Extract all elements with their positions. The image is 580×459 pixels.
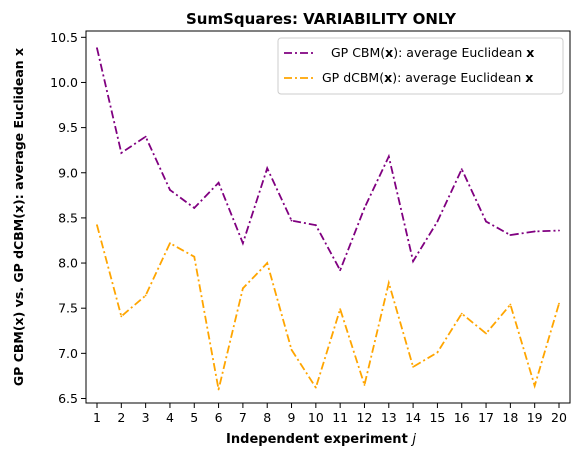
data-point	[96, 224, 98, 227]
data-point	[387, 155, 390, 158]
y-tick-label: 10.5	[50, 30, 78, 45]
data-point	[266, 167, 269, 170]
legend-entry-gp-cbm-prefix: GP CBM(	[331, 45, 385, 60]
legend: GP CBM(x): average Euclidean x GP dCBM(x…	[277, 37, 564, 95]
data-point	[96, 47, 98, 50]
x-tick-label: 19	[527, 410, 543, 425]
y-tick-label: 8.0	[58, 256, 78, 271]
data-point	[193, 255, 196, 258]
data-point	[533, 230, 536, 233]
data-point	[533, 384, 536, 387]
data-point	[144, 135, 147, 138]
legend-entry-gp-dcbm-prefix: GP dCBM(	[322, 70, 384, 85]
data-point	[363, 207, 366, 209]
x-tick-label: 9	[288, 410, 296, 425]
data-point	[558, 302, 560, 305]
x-tick-label: 4	[166, 410, 174, 425]
x-tick-label: 15	[429, 410, 445, 425]
x-tick-label: 14	[405, 410, 421, 425]
y-axis-label: GP CBM(x) vs. GP dCBM(x): average Euclid…	[11, 48, 26, 386]
data-point	[217, 181, 220, 184]
x-tick-label: 10	[308, 410, 324, 425]
data-point	[290, 219, 293, 222]
data-point	[120, 151, 123, 154]
x-axis: 1 2 3 4 5 6 7 8 9 10 11 12 13 14 15 16 17 18 19 20	[93, 403, 567, 425]
data-point	[241, 287, 244, 290]
data-point	[509, 303, 512, 306]
data-point	[241, 242, 244, 245]
data-point	[339, 308, 342, 310]
x-tick-label: 7	[239, 410, 247, 425]
data-point	[314, 386, 317, 389]
data-point	[193, 207, 196, 209]
data-point	[363, 384, 366, 386]
y-tick-label: 10.0	[50, 75, 78, 90]
y-tick-label: 6.5	[58, 391, 78, 406]
legend-entry-gp-dcbm-bold: x	[384, 70, 392, 85]
series-line-gp-cbm	[96, 47, 560, 273]
x-axis-label: Independent experiment j	[226, 432, 416, 447]
data-point	[436, 220, 439, 223]
y-axis: 6.5 7.0 7.5 8.0 8.5 9.0 9.5 10.0 10.5	[50, 30, 86, 406]
legend-entry-gp-cbm: GP CBM(x): average Euclidean x	[331, 45, 534, 60]
series-line-gp-dcbm	[96, 224, 560, 390]
y-tick-label: 7.5	[58, 301, 78, 316]
x-tick-label: 11	[332, 410, 348, 425]
x-tick-label: 16	[454, 410, 470, 425]
plot-frame	[85, 30, 571, 404]
y-tick-label: 7.0	[58, 346, 78, 361]
data-point	[436, 351, 439, 354]
x-tick-label: 5	[190, 410, 198, 425]
data-point	[314, 224, 317, 227]
x-tick-label: 2	[117, 410, 125, 425]
series-lines	[96, 47, 560, 391]
data-point	[169, 242, 171, 245]
data-point	[485, 332, 487, 335]
legend-entry-gp-cbm-bold: x	[385, 45, 393, 60]
legend-entry-gp-dcbm-suffix: ): average Euclidean	[392, 70, 525, 85]
data-point	[266, 262, 269, 264]
data-point	[169, 189, 171, 191]
y-tick-label: 8.5	[58, 210, 78, 225]
data-point	[460, 312, 463, 315]
data-point	[412, 260, 415, 263]
legend-box	[277, 37, 564, 95]
data-point	[290, 348, 293, 351]
y-tick-label: 9.5	[58, 120, 78, 135]
data-point	[387, 282, 390, 284]
legend-entry-gp-dcbm: GP dCBM(x): average Euclidean x	[322, 70, 533, 85]
y-tick-label: 9.0	[58, 165, 78, 180]
data-point	[509, 234, 512, 236]
x-tick-label: 1	[93, 410, 101, 425]
data-point	[460, 168, 463, 171]
legend-entry-gp-cbm-suffix: ): average Euclidean	[393, 45, 526, 60]
data-point	[144, 294, 147, 297]
x-tick-label: 6	[215, 410, 223, 425]
x-tick-label: 13	[381, 410, 397, 425]
x-tick-label: 8	[263, 410, 271, 425]
x-tick-label: 20	[551, 410, 567, 425]
data-point	[339, 269, 342, 272]
data-point	[120, 315, 123, 318]
x-tick-label: 18	[502, 410, 518, 425]
x-axis-label-text: Independent experiment	[226, 432, 408, 447]
legend-entry-gp-dcbm-tail: x	[525, 70, 533, 85]
x-tick-label: 17	[478, 410, 494, 425]
chart-title: SumSquares: VARIABILITY ONLY	[186, 10, 457, 28]
x-tick-label: 3	[142, 410, 150, 425]
x-axis-label-var: j	[410, 432, 416, 447]
data-point	[485, 220, 487, 223]
data-point	[558, 229, 560, 232]
data-point	[412, 365, 415, 368]
legend-entry-gp-cbm-tail: x	[526, 45, 534, 60]
data-point	[217, 388, 220, 391]
x-tick-label: 12	[357, 410, 373, 425]
